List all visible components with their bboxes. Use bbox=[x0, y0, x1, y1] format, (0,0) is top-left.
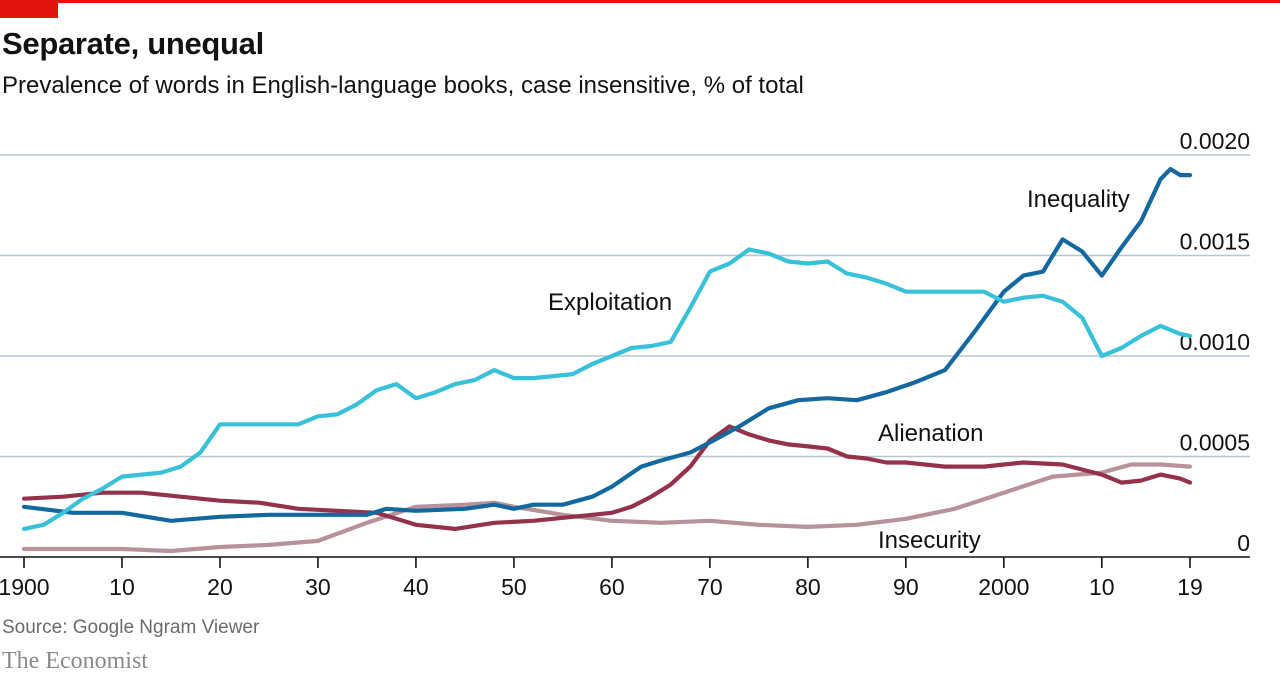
series-label-alienation: Alienation bbox=[878, 420, 983, 447]
x-tick-label: 1900 bbox=[0, 574, 50, 600]
series-label-insecurity: Insecurity bbox=[878, 527, 981, 554]
y-tick-label: 0.0020 bbox=[1180, 128, 1250, 154]
x-tick-label: 10 bbox=[109, 574, 135, 600]
y-tick-label: 0.0015 bbox=[1180, 229, 1250, 255]
chart-title: Separate, unequal bbox=[2, 26, 264, 61]
x-tick-label: 90 bbox=[893, 574, 919, 600]
source-note: Source: Google Ngram Viewer bbox=[2, 617, 260, 638]
series-line-exploitation bbox=[21, 247, 1193, 531]
series-line-inequality bbox=[21, 167, 1193, 523]
series-label-exploitation: Exploitation bbox=[548, 289, 672, 316]
x-tick-label: 50 bbox=[501, 574, 527, 600]
series-label-inequality: Inequality bbox=[1027, 186, 1130, 213]
y-axis: 0 0.0005 0.0010 0.0015 0.0020 bbox=[1180, 128, 1250, 556]
y-tick-label: 0 bbox=[1237, 530, 1250, 556]
y-tick-label: 0.0005 bbox=[1180, 430, 1250, 456]
series-lines bbox=[21, 167, 1193, 554]
x-tick-label: 19 bbox=[1177, 574, 1203, 600]
brand-logo: The Economist bbox=[2, 648, 148, 674]
x-tick-label: 40 bbox=[403, 574, 429, 600]
x-tick-label: 30 bbox=[305, 574, 331, 600]
top-rule bbox=[0, 0, 1280, 3]
x-tick-label: 10 bbox=[1089, 574, 1115, 600]
series-line-insecurity bbox=[21, 462, 1193, 554]
gridlines bbox=[0, 154, 1250, 458]
x-tick-label: 70 bbox=[697, 574, 723, 600]
series-line-alienation bbox=[21, 424, 1193, 531]
x-tick-label: 2000 bbox=[978, 574, 1029, 600]
series-labels: Exploitation Inequality Alienation Insecuri… bbox=[548, 186, 1130, 554]
x-tick-label: 20 bbox=[207, 574, 233, 600]
x-tick-label: 80 bbox=[795, 574, 821, 600]
x-axis: 1900 10 20 30 40 50 60 70 80 90 2000 10 19 bbox=[0, 556, 1250, 600]
y-tick-label: 0.0010 bbox=[1180, 329, 1250, 355]
chart-subtitle: Prevalence of words in English-language … bbox=[2, 72, 804, 99]
red-tag bbox=[0, 0, 58, 18]
x-tick-label: 60 bbox=[599, 574, 625, 600]
